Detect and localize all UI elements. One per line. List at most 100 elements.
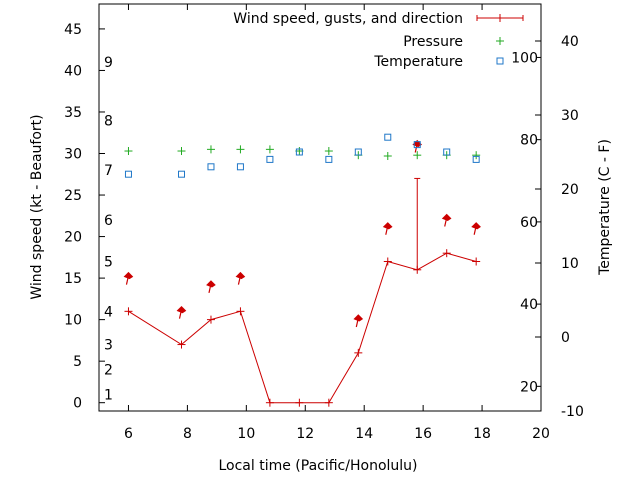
beaufort-label: 9	[104, 55, 113, 71]
arrow-head	[176, 305, 187, 314]
x-tick-label: 10	[237, 426, 255, 442]
y-axis-label-left: Wind speed (kt - Beaufort)	[29, 114, 45, 299]
wind-direction-arrow	[353, 314, 364, 328]
wind-direction-arrow	[382, 222, 393, 235]
beaufort-label: 5	[104, 254, 113, 270]
series-layer	[123, 133, 481, 407]
legend-swatch	[496, 57, 504, 65]
wind-speed-point	[206, 315, 215, 324]
pressure-point	[413, 151, 422, 160]
y-tick-label: 30	[64, 147, 82, 163]
temperature-point	[443, 148, 451, 156]
y-tick-label: 25	[64, 188, 82, 204]
temperature-point	[413, 141, 421, 149]
y-axis-label-right: Temperature (C - F)	[597, 139, 613, 276]
y-tick-label: 40	[64, 63, 82, 79]
x-tick-label: 8	[183, 426, 192, 442]
wind-speed-point	[472, 257, 481, 266]
wind-direction-arrow	[441, 213, 452, 227]
beaufort-label: 3	[104, 338, 113, 354]
arrow-head	[353, 314, 364, 322]
wind-speed-point	[265, 398, 274, 407]
wind-speed-line	[128, 252, 477, 404]
pressure-point	[206, 145, 215, 154]
y-tick-label: 0	[73, 396, 82, 412]
fahrenheit-tick-label: 40	[520, 297, 538, 313]
fahrenheit-tick-label: 80	[520, 133, 538, 149]
y-tick-label: 35	[64, 105, 82, 121]
fahrenheit-tick-label: 60	[520, 215, 538, 231]
y-tick-label: 15	[64, 271, 82, 287]
beaufort-label: 6	[104, 213, 113, 229]
arrow-head	[471, 222, 481, 230]
axes-layer: 6 8 10 12 14 16 18 2005101520253035404512345678…	[64, 3, 584, 442]
x-tick-label: 12	[296, 426, 314, 442]
x-tick-label: 6	[124, 426, 133, 442]
pressure-point	[236, 145, 245, 154]
legend-entry: Pressure	[403, 34, 504, 50]
temperature-point	[266, 155, 274, 163]
legend-entry: Wind speed, gusts, and direction	[233, 11, 524, 27]
beaufort-label: 2	[104, 362, 113, 378]
fahrenheit-tick-label: 100	[511, 50, 538, 66]
temperature-point	[354, 148, 362, 156]
y-tick-label: 45	[64, 22, 82, 38]
temperature-point	[178, 170, 186, 178]
temperature-point	[325, 155, 333, 163]
beaufort-label: 8	[104, 113, 113, 129]
arrow-head	[382, 222, 393, 230]
pressure-point	[124, 147, 133, 156]
legend-label: Wind speed, gusts, and direction	[233, 11, 463, 27]
x-tick-label: 18	[473, 426, 491, 442]
wind-speed-point	[324, 398, 333, 407]
x-tick-label: 20	[532, 426, 550, 442]
pressure-point	[177, 147, 186, 156]
x-tick-label: 14	[355, 426, 373, 442]
celsius-tick-label: 30	[561, 108, 579, 124]
pressure-point	[265, 145, 274, 154]
temperature-point	[295, 148, 303, 156]
x-tick-label: 16	[414, 426, 432, 442]
temperature-point	[384, 133, 392, 141]
wind-speed-point	[354, 348, 363, 357]
wind-speed-point	[295, 398, 304, 407]
pressure-point	[383, 152, 392, 161]
wind-direction-arrow	[235, 271, 246, 285]
pressure-point	[324, 147, 333, 156]
celsius-tick-label: 10	[561, 256, 579, 272]
wind-direction-arrow	[471, 222, 481, 235]
x-axis-label: Local time (Pacific/Honolulu)	[218, 458, 417, 474]
legend: Wind speed, gusts, and direction Pressure…	[233, 11, 524, 70]
arrow-head	[206, 280, 216, 288]
fahrenheit-tick-label: 20	[520, 379, 538, 395]
temperature-point	[472, 155, 480, 163]
temperature-point	[124, 170, 132, 178]
wind-direction-arrow	[206, 280, 216, 294]
pressure-point	[472, 151, 481, 160]
wind-speed-point	[442, 249, 451, 258]
wind-speed-point	[383, 257, 392, 266]
legend-label: Pressure	[403, 34, 463, 50]
wind-speed-point	[124, 307, 133, 316]
y-tick-label: 5	[73, 354, 82, 370]
legend-label: Temperature	[373, 54, 463, 70]
beaufort-label: 7	[104, 163, 113, 179]
arrow-head	[123, 271, 134, 280]
y-tick-label: 10	[64, 313, 82, 329]
wind-direction-arrow	[123, 271, 134, 285]
celsius-tick-label: 20	[561, 182, 579, 198]
celsius-tick-label: 40	[561, 34, 579, 50]
y-tick-label: 20	[64, 230, 82, 246]
legend-entry: Temperature	[373, 54, 504, 70]
wind-direction-arrow	[176, 305, 187, 319]
beaufort-label: 4	[104, 304, 113, 320]
celsius-tick-label: 0	[561, 330, 570, 346]
temperature-point	[236, 163, 244, 171]
plot-frame	[98, 3, 542, 412]
wind-speed-point	[236, 307, 245, 316]
wind-speed-point	[177, 340, 186, 349]
arrow-head	[235, 271, 246, 280]
arrow-head	[441, 213, 452, 222]
celsius-tick-label: -10	[561, 404, 584, 420]
